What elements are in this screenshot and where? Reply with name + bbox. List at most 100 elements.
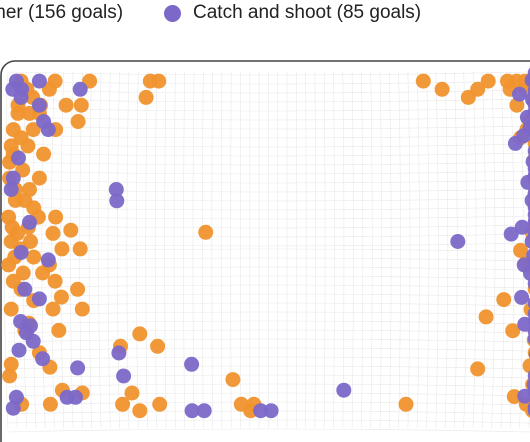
grid-line-vertical: [370, 71, 373, 429]
grid-line-horizontal: [7, 338, 530, 343]
grid-line-horizontal: [7, 275, 530, 280]
goal-point: [151, 73, 167, 89]
grid-line-horizontal: [7, 320, 530, 325]
goal-point: [47, 273, 63, 289]
goal-point: [74, 301, 90, 317]
grid-line-vertical: [323, 71, 326, 429]
goal-point: [45, 225, 61, 241]
goal-point: [40, 252, 56, 268]
grid-line-horizontal: [7, 374, 530, 379]
grid-line-vertical: [361, 71, 364, 429]
goal-point: [3, 356, 19, 372]
goal-point: [13, 245, 29, 260]
grid-line-horizontal: [7, 206, 530, 211]
goal-point: [336, 382, 352, 398]
goal-point: [1, 257, 17, 273]
goal-point: [15, 265, 31, 281]
goal-point: [527, 145, 530, 157]
grid-line-horizontal: [7, 356, 530, 361]
legend-dot-catch-and-shoot: [164, 4, 181, 22]
grid-line-horizontal: [7, 188, 530, 193]
grid-line-vertical: [444, 71, 449, 429]
goal-point: [31, 73, 47, 89]
grid-line-vertical: [145, 71, 148, 429]
grid-line-vertical: [416, 71, 420, 429]
grid-line-horizontal: [7, 224, 530, 229]
goal-point: [42, 396, 58, 412]
goal-point: [512, 86, 527, 102]
goal-point: [496, 292, 512, 308]
grid-line-horizontal: [7, 419, 530, 424]
goal-point: [527, 402, 530, 413]
goal-point: [3, 182, 19, 197]
goal-point: [73, 97, 89, 113]
goal-point: [527, 75, 530, 87]
goal-point: [13, 89, 29, 105]
grid-line-vertical: [211, 71, 213, 429]
goal-point: [527, 370, 530, 382]
goal-point: [5, 170, 21, 186]
grid-line-vertical: [305, 71, 307, 429]
grid-line-horizontal: [7, 215, 530, 220]
goal-point: [115, 396, 131, 412]
goal-point: [184, 356, 200, 372]
grid-line-horizontal: [7, 143, 530, 148]
goal-point: [196, 403, 212, 419]
goal-point: [45, 301, 61, 317]
grid-line-horizontal: [7, 179, 530, 184]
goal-point: [11, 342, 27, 358]
goal-point: [478, 309, 494, 325]
grid-line-vertical: [98, 71, 102, 429]
goal-point: [10, 105, 26, 121]
grid-line-vertical: [389, 71, 392, 429]
goal-point: [527, 163, 530, 175]
grid-line-horizontal: [7, 257, 530, 262]
goal-point: [31, 170, 47, 186]
goal-point: [527, 258, 530, 270]
goal-point: [111, 345, 127, 361]
grid-line-vertical: [164, 71, 167, 429]
goal-point: [517, 388, 530, 404]
grid-line-horizontal: [7, 71, 530, 76]
goal-point: [138, 89, 154, 105]
grid-line-vertical: [314, 71, 316, 429]
goal-point: [35, 265, 51, 281]
goal-point: [31, 97, 47, 113]
goal-point: [48, 209, 64, 225]
grid-line-horizontal: [7, 134, 530, 139]
goal-point: [450, 234, 466, 249]
goal-point: [132, 403, 148, 419]
goal-point: [527, 67, 530, 79]
legend-item-playmaker: mer (156 goals): [0, 2, 123, 24]
goal-point: [25, 122, 41, 138]
goal-point: [70, 281, 86, 297]
goal-point: [68, 389, 83, 405]
goal-point: [124, 385, 140, 401]
goal-point: [527, 99, 530, 111]
goal-point: [184, 403, 200, 419]
goal-point: [263, 403, 279, 419]
legend-item-catch-and-shoot: Catch and shoot (85 goals): [164, 2, 421, 24]
goal-point: [225, 372, 241, 388]
goal-point: [152, 396, 168, 412]
goal-point: [527, 297, 530, 309]
goal-point: [398, 396, 414, 412]
goal-point: [527, 226, 530, 238]
grid-line-vertical: [88, 71, 92, 429]
goal-point: [198, 224, 214, 240]
grid-line-vertical: [407, 71, 411, 429]
grid-line-vertical: [435, 71, 439, 429]
goal-point: [72, 241, 88, 257]
goal-point: [480, 73, 496, 89]
grid-line-vertical: [154, 71, 158, 429]
grid-line-horizontal: [7, 152, 530, 157]
goal-point: [26, 249, 42, 265]
goal-point: [54, 241, 70, 257]
goal-point: [415, 73, 431, 89]
goal-point: [2, 368, 18, 384]
goal-point: [41, 81, 57, 97]
goal-point: [31, 291, 47, 307]
goal-point: [72, 81, 88, 97]
goal-point: [58, 97, 74, 113]
